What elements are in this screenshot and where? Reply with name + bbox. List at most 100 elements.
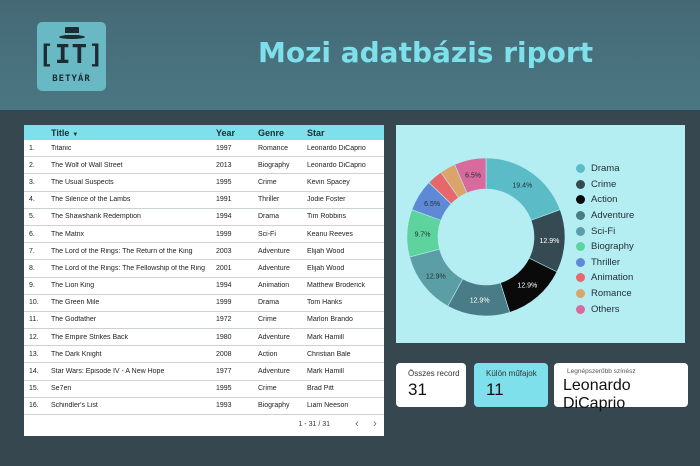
table-row[interactable]: 5. The Shawshank Redemption 1994 Drama Tim R… [24, 209, 384, 226]
cell-title: The Lion King [51, 282, 95, 290]
table-row[interactable]: 14. Star Wars: Episode IV - A New Hope 197… [24, 363, 384, 381]
row-number: 2. [29, 161, 35, 169]
movies-table: Title ▼ Year Genre Star 1. Titanic 1997 Roma… [24, 125, 384, 436]
legend-item-adventure[interactable]: Adventure [576, 208, 634, 224]
pagination: 1 - 31 / 31 ‹ › [24, 412, 384, 436]
cell-star: Leonardo DiCaprio [307, 161, 366, 169]
table-row[interactable]: 6. The Matrix 1999 Sci-Fi Keanu Reeves [24, 226, 384, 244]
cell-genre: Thriller [258, 196, 280, 204]
table-row[interactable]: 1. Titanic 1997 Romance Leonardo DiCaprio [24, 140, 384, 158]
legend-item-sci-fi[interactable]: Sci-Fi [576, 223, 634, 239]
column-header-year[interactable]: Year [216, 127, 236, 138]
slice-label: 12.9% [539, 238, 559, 245]
legend-item-action[interactable]: Action [576, 192, 634, 208]
cell-year: 1999 [216, 299, 232, 307]
cell-title: The Lord of the Rings: The Return of the… [51, 247, 193, 255]
cell-year: 1995 [216, 178, 232, 186]
slice-label: 9.7% [415, 231, 431, 238]
legend-label: Romance [591, 288, 632, 300]
genres-count-value: 11 [486, 380, 504, 399]
row-number: 8. [29, 264, 35, 272]
row-number: 16. [29, 402, 39, 410]
it-betyar-logo: [IT] BETYÁR [37, 22, 106, 91]
legend-item-animation[interactable]: Animation [576, 270, 634, 286]
cell-year: 1972 [216, 316, 232, 324]
cell-genre: Sci-Fi [258, 230, 276, 238]
cell-star: Jodie Foster [307, 196, 346, 204]
legend-swatch [576, 211, 585, 221]
cell-star: Christian Bale [307, 350, 351, 358]
table-row[interactable]: 16. Schindler's List 1993 Biography Liam Nee… [24, 398, 384, 415]
total-records-card: Összes record 31 [396, 363, 466, 407]
row-number: 10. [29, 299, 39, 307]
legend-label: Action [591, 194, 618, 206]
table-header: Title ▼ Year Genre Star [24, 125, 384, 140]
prev-page-icon[interactable]: ‹ [355, 418, 359, 430]
cell-year: 2008 [216, 350, 232, 358]
table-row[interactable]: 11. The Godfather 1972 Crime Marlon Brando [24, 312, 384, 330]
genre-donut-chart: 19.4% 12.9% 12.9% 12.9% 12.9% 9.7% 6.5% 6.5% Dr… [396, 125, 685, 343]
row-number: 12. [29, 333, 39, 341]
cell-star: Matthew Broderick [307, 282, 365, 290]
legend-swatch [576, 289, 585, 299]
cell-year: 1993 [216, 402, 232, 410]
row-number: 11. [29, 316, 39, 324]
legend-item-crime[interactable]: Crime [576, 177, 634, 193]
genres-count-card: Külön műfajok 11 [474, 363, 548, 407]
table-row[interactable]: 2. The Wolf of Wall Street 2013 Biography Le… [24, 157, 384, 175]
cell-star: Mark Hamill [307, 368, 344, 376]
cell-title: The Godfather [51, 316, 97, 324]
cell-title: Schindler's List [51, 402, 98, 410]
slice-label: 12.9% [517, 283, 537, 290]
table-row[interactable]: 3. The Usual Suspects 1995 Crime Kevin Space… [24, 174, 384, 192]
row-number: 6. [29, 230, 35, 238]
column-header-star[interactable]: Star [307, 127, 325, 138]
hat-icon [59, 27, 85, 39]
row-number: 13. [29, 350, 39, 358]
cell-year: 2001 [216, 264, 232, 272]
cell-star: Keanu Reeves [307, 230, 353, 238]
table-row[interactable]: 9. The Lion King 1994 Animation Matthew Brod… [24, 278, 384, 295]
legend-item-drama[interactable]: Drama [576, 161, 634, 177]
legend-label: Biography [591, 241, 634, 253]
column-header-title[interactable]: Title ▼ [51, 127, 79, 138]
table-row[interactable]: 10. The Green Mile 1999 Drama Tom Hanks [24, 295, 384, 312]
legend-item-romance[interactable]: Romance [576, 286, 634, 302]
donut-slice-others[interactable] [454, 157, 487, 194]
cell-genre: Biography [258, 402, 290, 410]
top-star-label: Legnépszerűbb színész [567, 368, 636, 375]
cell-title: The Silence of the Lambs [51, 196, 131, 204]
cell-title: Star Wars: Episode IV - A New Hope [51, 368, 165, 376]
legend-item-others[interactable]: Others [576, 301, 634, 317]
cell-genre: Adventure [258, 368, 290, 376]
row-number: 9. [29, 282, 35, 290]
cell-title: The Shawshank Redemption [51, 213, 141, 221]
legend-swatch [576, 226, 585, 236]
cell-year: 1997 [216, 144, 232, 152]
cell-title: The Wolf of Wall Street [51, 161, 123, 169]
next-page-icon[interactable]: › [373, 418, 377, 430]
cell-genre: Adventure [258, 247, 290, 255]
sort-desc-icon[interactable]: ▼ [72, 131, 79, 138]
cell-star: Marlon Brando [307, 316, 353, 324]
logo-subtext: BETYÁR [52, 74, 91, 84]
row-number: 15. [29, 385, 39, 393]
row-number: 3. [29, 178, 35, 186]
legend-swatch [576, 179, 585, 189]
table-row[interactable]: 4. The Silence of the Lambs 1991 Thriller Jo… [24, 192, 384, 209]
table-row[interactable]: 12. The Empire Strikes Back 1980 Adventure M… [24, 329, 384, 347]
table-row[interactable]: 8. The Lord of the Rings: The Fellowship … [24, 260, 384, 278]
slice-label: 6.5% [465, 172, 481, 179]
top-star-value: Leonardo DiCaprio [563, 377, 631, 412]
column-header-genre[interactable]: Genre [258, 127, 285, 138]
table-row[interactable]: 13. The Dark Knight 2008 Action Christian Ba… [24, 346, 384, 364]
table-row[interactable]: 7. The Lord of the Rings: The Return of t… [24, 243, 384, 261]
legend-label: Sci-Fi [591, 225, 616, 237]
legend-item-biography[interactable]: Biography [576, 239, 634, 255]
legend-item-thriller[interactable]: Thriller [576, 255, 634, 271]
cell-genre: Crime [258, 385, 277, 393]
cell-genre: Biography [258, 161, 290, 169]
table-row[interactable]: 15. Se7en 1995 Crime Brad Pitt [24, 381, 384, 398]
pagination-range: 1 - 31 / 31 [298, 420, 330, 428]
legend-swatch [576, 242, 585, 252]
